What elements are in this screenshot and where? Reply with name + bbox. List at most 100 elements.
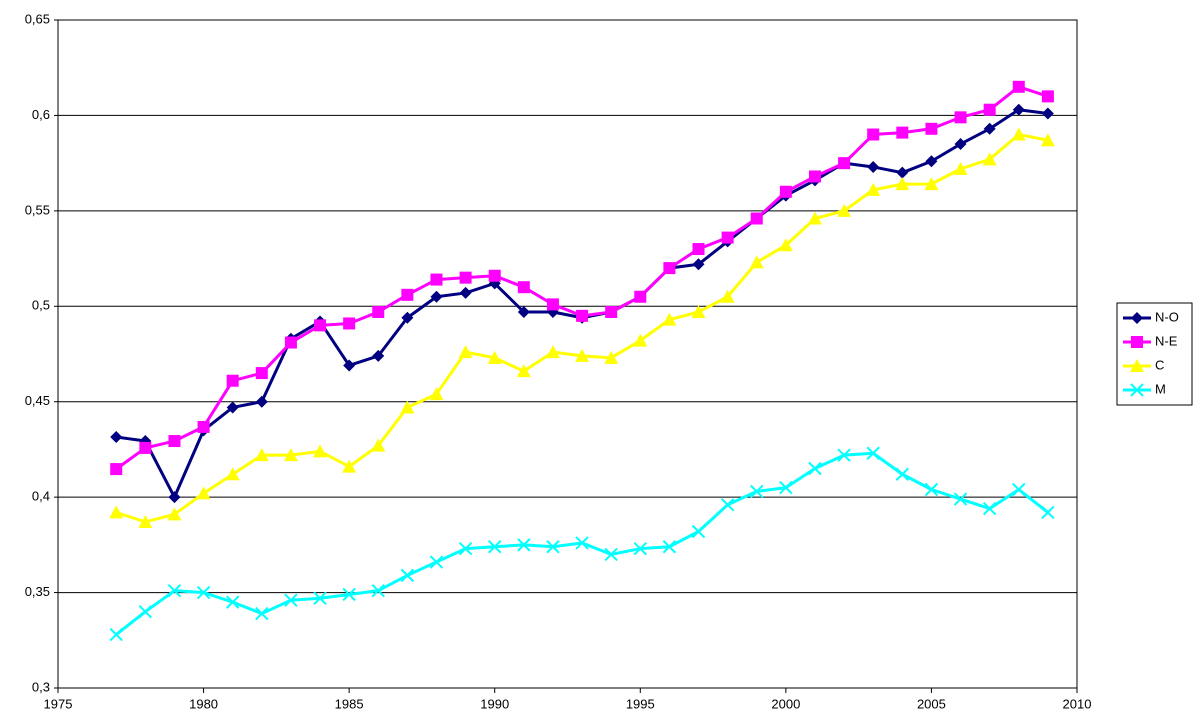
marker xyxy=(109,627,123,642)
legend-label: N-E xyxy=(1155,333,1178,348)
marker xyxy=(167,507,182,521)
legend-label: M xyxy=(1155,381,1166,396)
marker xyxy=(1041,505,1055,520)
marker xyxy=(226,401,239,414)
marker xyxy=(575,536,589,550)
marker xyxy=(197,420,210,433)
marker xyxy=(1012,80,1025,93)
marker xyxy=(196,486,211,500)
y-tick-label: 0,45 xyxy=(25,393,50,408)
marker xyxy=(720,289,735,303)
y-tick-label: 0,5 xyxy=(32,298,50,313)
marker xyxy=(750,484,764,499)
marker xyxy=(867,128,880,141)
marker xyxy=(225,595,240,609)
marker xyxy=(779,185,792,198)
marker xyxy=(546,540,560,554)
marker xyxy=(692,258,705,271)
marker xyxy=(429,387,444,401)
marker xyxy=(1011,127,1026,141)
marker xyxy=(488,269,501,282)
marker xyxy=(808,170,821,183)
marker xyxy=(343,359,356,372)
marker xyxy=(807,211,822,225)
marker xyxy=(342,587,356,602)
marker xyxy=(983,122,996,135)
marker xyxy=(896,126,909,139)
marker xyxy=(895,467,910,481)
marker xyxy=(458,541,473,556)
marker xyxy=(401,288,414,301)
marker xyxy=(371,438,386,452)
marker xyxy=(982,152,997,166)
marker xyxy=(692,243,705,256)
marker xyxy=(1041,107,1054,120)
marker xyxy=(343,317,356,330)
marker xyxy=(255,367,268,380)
marker xyxy=(517,281,530,294)
marker xyxy=(895,177,910,191)
marker xyxy=(838,157,851,170)
marker xyxy=(1040,133,1055,147)
marker xyxy=(778,238,793,252)
series-line xyxy=(115,85,1049,471)
marker xyxy=(808,461,822,476)
marker xyxy=(1041,90,1054,103)
marker xyxy=(458,345,473,359)
legend-label: N-O xyxy=(1155,309,1179,324)
marker xyxy=(925,155,938,168)
marker xyxy=(517,306,530,319)
y-tick-label: 0,55 xyxy=(25,202,50,217)
marker xyxy=(576,309,589,322)
x-tick-label: 2005 xyxy=(917,696,946,711)
series xyxy=(109,446,1055,642)
marker xyxy=(605,306,618,319)
marker xyxy=(372,306,385,319)
marker xyxy=(138,514,153,528)
marker xyxy=(255,606,269,621)
marker xyxy=(662,540,677,554)
y-tick-label: 0,65 xyxy=(25,11,50,26)
marker xyxy=(314,319,327,332)
marker xyxy=(575,348,590,362)
marker xyxy=(109,505,124,519)
marker xyxy=(196,585,211,600)
marker xyxy=(167,583,182,598)
marker xyxy=(517,538,531,552)
marker xyxy=(634,290,647,303)
marker xyxy=(953,492,968,506)
y-tick-label: 0,35 xyxy=(25,584,50,599)
marker xyxy=(225,467,240,481)
marker xyxy=(139,441,152,454)
marker xyxy=(925,122,938,135)
x-tick-label: 1980 xyxy=(189,696,218,711)
y-tick-label: 0,6 xyxy=(32,107,50,122)
legend: N-O N-E CM xyxy=(1116,302,1193,406)
y-tick-label: 0,3 xyxy=(32,679,50,694)
marker xyxy=(953,161,968,175)
marker xyxy=(662,312,677,326)
x-tick-label: 2000 xyxy=(771,696,800,711)
plot-border xyxy=(57,19,1078,689)
x-tick-label: 2010 xyxy=(1063,696,1092,711)
marker xyxy=(720,498,735,512)
series xyxy=(110,80,1054,476)
marker xyxy=(983,103,996,116)
marker xyxy=(982,501,997,516)
series xyxy=(109,127,1055,528)
marker xyxy=(546,298,559,311)
marker xyxy=(110,431,123,444)
marker xyxy=(430,290,443,303)
marker xyxy=(545,345,560,359)
x-tick-label: 1975 xyxy=(44,696,73,711)
x-tick-label: 1995 xyxy=(626,696,655,711)
marker xyxy=(459,271,472,284)
series-line xyxy=(115,133,1049,524)
legend-marker xyxy=(1130,383,1144,397)
marker xyxy=(313,591,327,606)
marker xyxy=(168,491,181,504)
marker xyxy=(313,444,328,458)
marker xyxy=(954,111,967,124)
marker xyxy=(604,547,618,562)
